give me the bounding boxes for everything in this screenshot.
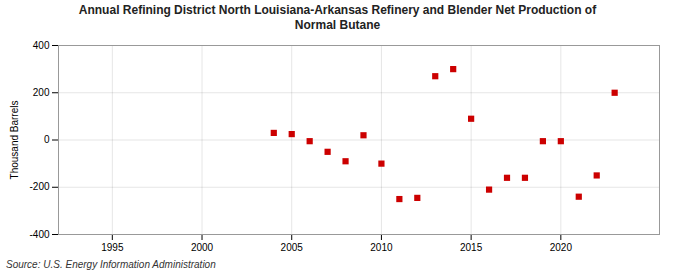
svg-text:200: 200 xyxy=(33,87,50,98)
svg-text:400: 400 xyxy=(33,40,50,51)
svg-text:2010: 2010 xyxy=(370,242,393,253)
html-text:Annual Refining District North: Annual Refining District North Louisiana… xyxy=(78,3,597,32)
svg-text:1995: 1995 xyxy=(101,242,124,253)
svg-text:2015: 2015 xyxy=(460,242,483,253)
svg-text:-200: -200 xyxy=(29,181,49,192)
svg-text:2005: 2005 xyxy=(281,242,304,253)
svg-text:2020: 2020 xyxy=(550,242,573,253)
svg-text:2000: 2000 xyxy=(191,242,214,253)
svg-text:Thousand Barrels: Thousand Barrels xyxy=(9,101,20,180)
svg-text:-400: -400 xyxy=(29,229,49,240)
svg-text:0: 0 xyxy=(44,134,50,145)
html-text:Source: U.S. Energy Informatio: Source: U.S. Energy Information Administ… xyxy=(6,259,216,270)
